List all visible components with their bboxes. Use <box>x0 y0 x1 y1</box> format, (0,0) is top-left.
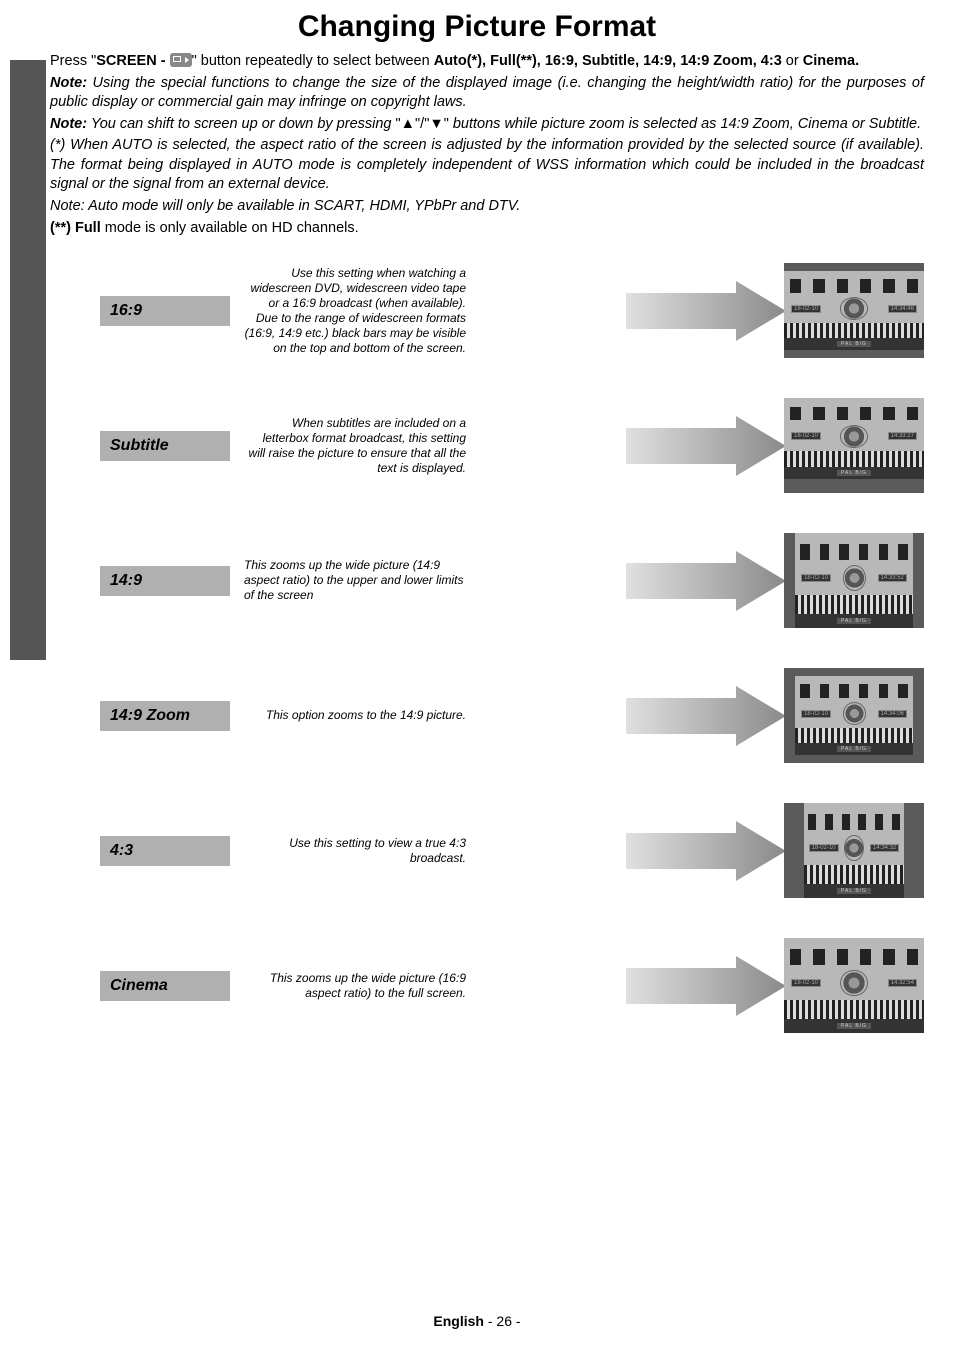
format-label: Cinema <box>100 971 230 1001</box>
arrow-graphic: 18-02-10 14:33:27 PAL B/G <box>626 398 924 493</box>
text: mode is only available on HD channels. <box>101 220 359 236</box>
arrow-glyphs: "▲"/"▼" <box>396 116 449 132</box>
text: Press " <box>50 53 96 69</box>
intro-p5: Note: Auto mode will only be available i… <box>50 197 924 217</box>
format-row: 16:9 Use this setting when watching a wi… <box>100 258 924 363</box>
footer-lang: English <box>433 1313 484 1329</box>
language-tab-label: English <box>0 70 14 156</box>
arrow-icon <box>626 821 786 881</box>
format-desc: This zooms up the wide picture (14:9 asp… <box>230 558 480 603</box>
format-row: Subtitle When subtitles are included on … <box>100 393 924 498</box>
arrow-icon <box>626 416 786 476</box>
format-desc: Use this setting when watching a widescr… <box>230 266 480 356</box>
format-desc: When subtitles are included on a letterb… <box>230 416 480 476</box>
text-bold: Cinema. <box>803 53 859 69</box>
format-label: Subtitle <box>100 431 230 461</box>
text-bold: (**) Full <box>50 220 101 236</box>
format-label: 14:9 <box>100 566 230 596</box>
text-bold: Auto(*), Full(**), 16:9, Subtitle, 14:9,… <box>434 53 782 69</box>
arrow-graphic: 18-02-10 14:34:46 PAL B/G <box>626 263 924 358</box>
footer-page: - 26 - <box>484 1313 521 1329</box>
screen-icon <box>170 53 192 67</box>
arrow-graphic: 18-02-10 14:34:32 PAL B/G <box>626 803 924 898</box>
format-label: 14:9 Zoom <box>100 701 230 731</box>
arrow-icon <box>626 686 786 746</box>
arrow-graphic: 18-02-10 14:32:54 PAL B/G <box>626 938 924 1033</box>
intro-p2: Note: Using the special functions to cha… <box>50 74 924 113</box>
format-desc: Use this setting to view a true 4:3 broa… <box>230 836 480 866</box>
format-desc: This option zooms to the 14:9 picture. <box>230 708 480 723</box>
intro-p3: Note: You can shift to screen up or down… <box>50 115 924 135</box>
arrow-icon <box>626 551 786 611</box>
format-thumb: 18-02-10 14:33:52 PAL B/G <box>784 533 924 628</box>
format-row: 4:3 Use this setting to view a true 4:3 … <box>100 798 924 903</box>
page-title: Changing Picture Format <box>0 0 954 52</box>
text: You can shift to screen up or down by pr… <box>87 116 395 132</box>
text: or <box>782 53 803 69</box>
intro-p4: (*) When AUTO is selected, the aspect ra… <box>50 136 924 195</box>
format-thumb: 18-02-10 14:34:46 PAL B/G <box>784 263 924 358</box>
format-thumb: 18-02-10 14:33:27 PAL B/G <box>784 398 924 493</box>
format-thumb: 18-02-10 14:32:54 PAL B/G <box>784 938 924 1033</box>
intro-block: Press "SCREEN - " button repeatedly to s… <box>0 52 954 1038</box>
note-label: Note: <box>50 75 87 91</box>
note-label: Note: <box>50 116 87 132</box>
page-footer: English - 26 - <box>0 1313 954 1329</box>
arrow-icon <box>626 956 786 1016</box>
arrow-graphic: 18-02-10 14:34:06 PAL B/G <box>626 668 924 763</box>
text-bold: SCREEN - <box>96 53 169 69</box>
format-thumb: 18-02-10 14:34:32 PAL B/G <box>784 803 924 898</box>
text: buttons while picture zoom is selected a… <box>449 116 921 132</box>
format-row: Cinema This zooms up the wide picture (1… <box>100 933 924 1038</box>
language-tab <box>10 60 46 660</box>
intro-p6: (**) Full mode is only available on HD c… <box>50 219 924 239</box>
arrow-icon <box>626 281 786 341</box>
format-desc: This zooms up the wide picture (16:9 asp… <box>230 971 480 1001</box>
arrow-graphic: 18-02-10 14:33:52 PAL B/G <box>626 533 924 628</box>
intro-p1: Press "SCREEN - " button repeatedly to s… <box>50 52 924 72</box>
format-label: 4:3 <box>100 836 230 866</box>
text: " button repeatedly to select between <box>192 53 434 69</box>
text: Using the special functions to change th… <box>50 75 924 111</box>
format-row: 14:9 Zoom This option zooms to the 14:9 … <box>100 663 924 768</box>
formats-list: 16:9 Use this setting when watching a wi… <box>50 258 924 1038</box>
format-label: 16:9 <box>100 296 230 326</box>
format-row: 14:9 This zooms up the wide picture (14:… <box>100 528 924 633</box>
format-thumb: 18-02-10 14:34:06 PAL B/G <box>784 668 924 763</box>
